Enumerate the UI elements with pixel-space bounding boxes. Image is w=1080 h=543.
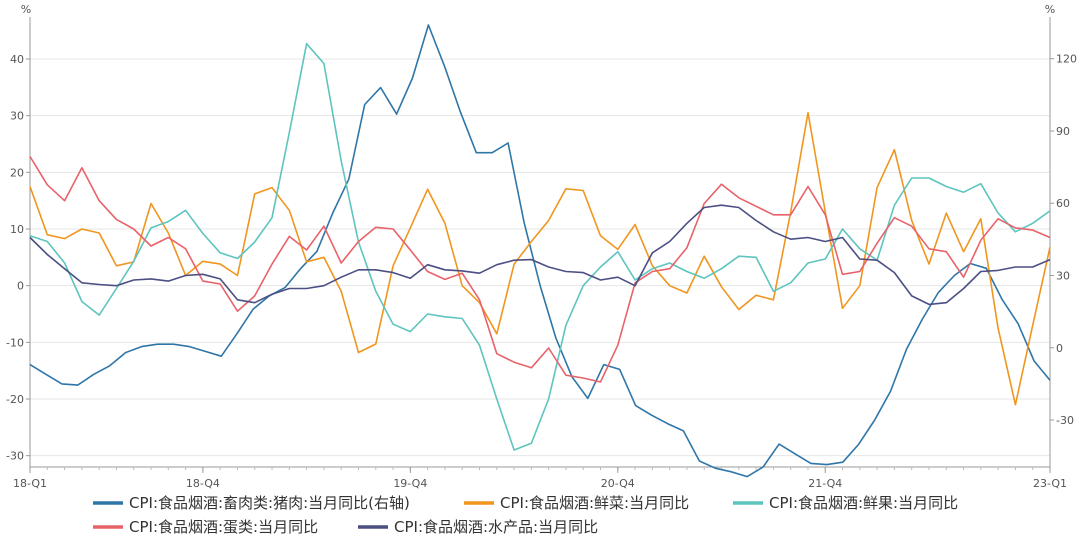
x-tick-label: 20-Q4 xyxy=(601,477,635,490)
legend-label-2: CPI:食品烟酒:鲜果:当月同比 xyxy=(769,494,958,512)
y-right-tick-label: 60 xyxy=(1056,197,1070,210)
axes: -30 -20 -10 0 10 20 30 40 -30 0 30 60 90 120% % 18-Q1 18… xyxy=(6,3,1077,490)
series-line-3 xyxy=(29,156,1051,383)
legend: CPI:食品烟酒:畜肉类:猪肉:当月同比(右轴) CPI:食品烟酒:鲜菜:当月同比… xyxy=(93,494,958,536)
x-tick-label: 19-Q4 xyxy=(393,477,427,490)
series-lines xyxy=(29,24,1051,478)
y-right-unit: % xyxy=(1045,3,1055,16)
gridlines xyxy=(30,58,1050,457)
y-right-tick-label: 30 xyxy=(1056,270,1070,283)
y-left-tick-label: 10 xyxy=(10,223,24,236)
x-tick-label: 18-Q1 xyxy=(13,477,47,490)
y-left-tick-label: -30 xyxy=(6,450,24,463)
legend-label-3: CPI:食品烟酒:蛋类:当月同比 xyxy=(129,518,318,536)
y-right-tick-label: 120 xyxy=(1056,53,1077,66)
x-tick-label: 23-Q1 xyxy=(1033,477,1067,490)
x-tick-label: 21-Q4 xyxy=(808,477,842,490)
y-right-tick-label: -30 xyxy=(1056,414,1074,427)
series-line-1 xyxy=(29,112,1051,406)
x-tick-label: 18-Q4 xyxy=(186,477,220,490)
series-line-0 xyxy=(29,24,1051,478)
y-left-tick-label: 20 xyxy=(10,166,24,179)
legend-label-0: CPI:食品烟酒:畜肉类:猪肉:当月同比(右轴) xyxy=(129,494,410,512)
y-left-tick-label: -10 xyxy=(6,336,24,349)
y-left-tick-label: -20 xyxy=(6,393,24,406)
y-left-tick-label: 0 xyxy=(17,280,24,293)
y-left-tick-label: 40 xyxy=(10,53,24,66)
y-left-tick-label: 30 xyxy=(10,110,24,123)
y-left-unit: % xyxy=(21,3,31,16)
series-line-4 xyxy=(29,204,1051,306)
series-line-2 xyxy=(29,42,1051,451)
y-right-tick-label: 0 xyxy=(1056,342,1063,355)
legend-label-4: CPI:食品烟酒:水产品:当月同比 xyxy=(394,518,598,536)
y-right-tick-label: 90 xyxy=(1056,125,1070,138)
legend-label-1: CPI:食品烟酒:鲜菜:当月同比 xyxy=(500,494,689,512)
